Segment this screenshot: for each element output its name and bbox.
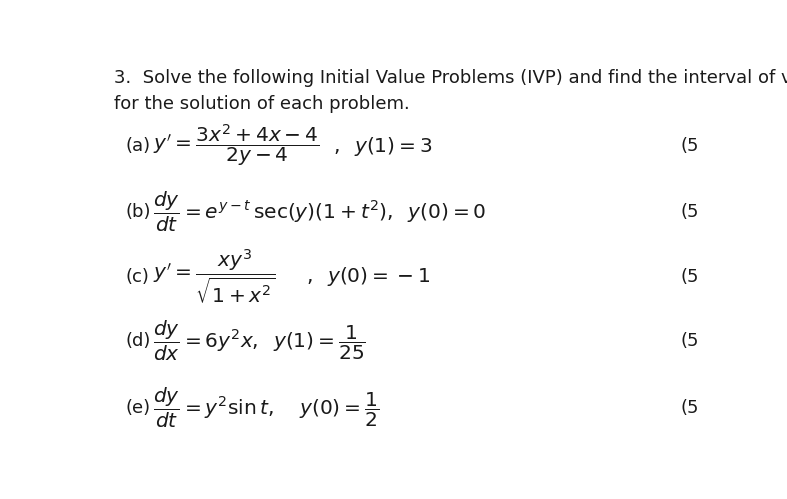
Text: $,\;\; y(1)=3$: $,\;\; y(1)=3$ (333, 135, 433, 158)
Text: (c): (c) (126, 268, 150, 286)
Text: for the solution of each problem.: for the solution of each problem. (113, 95, 409, 113)
Text: (5: (5 (681, 268, 699, 286)
Text: (b): (b) (126, 203, 151, 221)
Text: (e): (e) (126, 399, 151, 417)
Text: (5: (5 (681, 399, 699, 417)
Text: (5: (5 (681, 203, 699, 221)
Text: $y' = \dfrac{xy^3}{\sqrt{1+x^2}}$: $y' = \dfrac{xy^3}{\sqrt{1+x^2}}$ (153, 248, 276, 306)
Text: $,\;\; y(0)=-1$: $,\;\; y(0)=-1$ (305, 265, 430, 288)
Text: (5: (5 (681, 137, 699, 155)
Text: (a): (a) (126, 137, 151, 155)
Text: (5: (5 (681, 332, 699, 350)
Text: $\dfrac{dy}{dt} = y^2 \sin t,\;\;\;\; y(0)=\dfrac{1}{2}$: $\dfrac{dy}{dt} = y^2 \sin t,\;\;\;\; y(… (153, 385, 379, 430)
Text: (d): (d) (126, 332, 151, 350)
Text: $\dfrac{dy}{dt} = e^{y-t}\,\mathrm{sec}(y)(1+t^2),\;\; y(0)=0$: $\dfrac{dy}{dt} = e^{y-t}\,\mathrm{sec}(… (153, 190, 486, 234)
Text: 3.  Solve the following Initial Value Problems (IVP) and find the interval of va: 3. Solve the following Initial Value Pro… (113, 69, 787, 87)
Text: $y' = \dfrac{3x^2+4x-4}{2y-4}$: $y' = \dfrac{3x^2+4x-4}{2y-4}$ (153, 123, 320, 170)
Text: $\dfrac{dy}{dx} = 6y^2 x,\;\; y(1) = \dfrac{1}{25}$: $\dfrac{dy}{dx} = 6y^2 x,\;\; y(1) = \df… (153, 319, 366, 363)
